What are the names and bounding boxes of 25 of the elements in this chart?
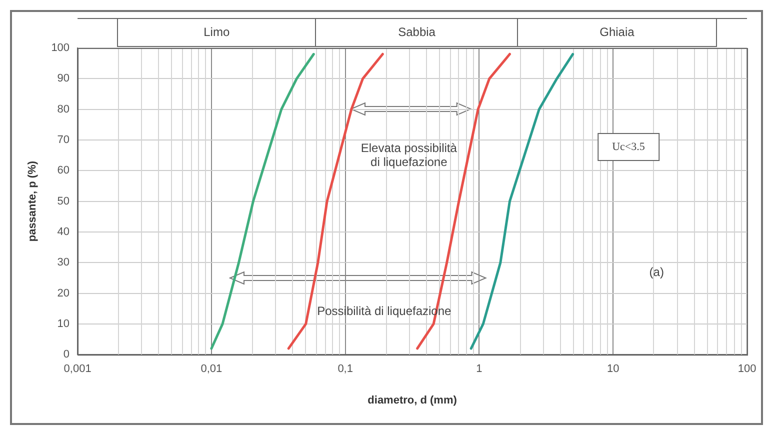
text: Sabbia — [315, 18, 518, 47]
annotation: Uc<3.5 — [597, 133, 660, 162]
x-tick-label: 100 — [738, 363, 756, 376]
annotation: Elevata possibilità di liquefazione — [360, 141, 458, 170]
y-tick-label: 70 — [57, 134, 70, 146]
x-tick-label: 0,1 — [338, 363, 353, 376]
y-tick-label: 20 — [57, 287, 70, 300]
y-tick-label: 80 — [57, 103, 70, 116]
text: Limo — [117, 18, 316, 47]
y-tick-label: 100 — [51, 42, 70, 54]
x-tick-label: 10 — [606, 363, 620, 376]
y-tick-label: 40 — [57, 226, 70, 238]
y-tick-label: 90 — [57, 72, 70, 85]
y-tick-label: 10 — [57, 318, 70, 330]
y-tick-label: 0 — [63, 348, 70, 361]
y-tick-label: 60 — [57, 164, 70, 177]
y-axis-title: passante, p (%) — [26, 160, 39, 242]
y-tick-label: 30 — [57, 256, 70, 269]
text: Ghiaia — [517, 18, 717, 47]
x-tick-label: 1 — [476, 363, 482, 376]
x-axis-title: diametro, d (mm) — [368, 394, 458, 406]
x-tick-label: 0,001 — [64, 363, 92, 376]
y-tick-label: 50 — [57, 195, 70, 208]
x-tick-label: 0,01 — [200, 363, 222, 376]
annotation: (a) — [649, 264, 664, 279]
